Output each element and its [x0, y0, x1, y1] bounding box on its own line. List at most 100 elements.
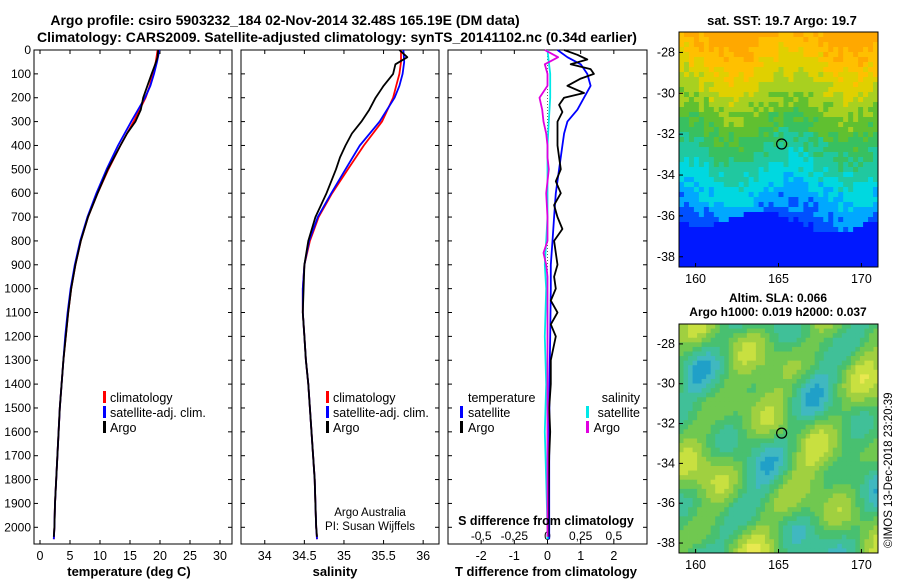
sla-cell: [801, 539, 807, 545]
sla-cell: [787, 516, 793, 522]
sla-cell: [868, 365, 874, 371]
sla-cell: [724, 369, 730, 375]
sst-cell: [813, 137, 819, 143]
sla-cell: [692, 401, 698, 407]
sst-cell: [768, 127, 774, 133]
sla-cell: [728, 516, 734, 522]
sla-cell: [692, 484, 698, 490]
sst-cell: [853, 202, 859, 208]
sla-cell: [828, 342, 834, 348]
sst-cell: [683, 142, 690, 148]
sst-cell: [833, 177, 839, 183]
sst-cell: [738, 262, 745, 268]
sla-cell: [787, 447, 793, 453]
sst-cell: [743, 122, 750, 128]
sla-cell: [724, 401, 730, 407]
sla-cell: [796, 443, 802, 449]
sla-cell: [868, 452, 874, 458]
sst-cell: [803, 127, 809, 133]
sla-cell: [810, 383, 816, 389]
sla-cell: [760, 493, 766, 499]
sla-cell: [697, 470, 703, 476]
credit-line2: PI: Susan Wijffels: [325, 521, 415, 533]
sst-cell: [828, 57, 834, 63]
sst-cell: [733, 127, 740, 133]
sla-cell: [715, 447, 721, 453]
legend-swatch-argo: [326, 421, 329, 433]
sla-cell: [733, 498, 739, 504]
sst-cell: [838, 107, 844, 113]
sst-cell: [708, 77, 715, 83]
sst-cell: [773, 232, 779, 238]
sla-cell: [679, 383, 684, 389]
sla-cell: [841, 511, 847, 517]
sst-cell: [828, 232, 834, 238]
sst-cell: [763, 252, 769, 258]
sla-cell: [688, 502, 693, 508]
sla-cell: [828, 337, 834, 343]
sst-cell: [693, 207, 700, 213]
sla-cell: [801, 452, 807, 458]
sla-cell: [805, 383, 811, 389]
sla-cell: [846, 411, 852, 416]
sla-cell: [764, 461, 770, 467]
sla-cell: [819, 516, 825, 522]
sst-cell: [788, 122, 794, 128]
sst-cell: [808, 172, 814, 178]
sla-cell: [701, 438, 707, 444]
sla-cell: [783, 351, 788, 357]
sla-cell: [810, 397, 816, 403]
sst-cell: [738, 247, 745, 253]
sla-cell: [787, 475, 793, 481]
sst-cell: [793, 62, 799, 68]
sla-cell: [701, 498, 707, 504]
sla-cell: [832, 378, 838, 384]
sla-cell: [697, 502, 703, 508]
sla-cell: [832, 484, 838, 490]
sla-cell: [746, 369, 752, 375]
sla-cell: [864, 479, 870, 485]
sla-cell: [841, 365, 847, 371]
sst-cell: [683, 62, 690, 68]
sla-cell: [868, 346, 874, 352]
sst-cell: [728, 207, 735, 213]
sla-cell: [823, 452, 829, 458]
sst-cell: [758, 152, 764, 158]
sla-cell: [805, 397, 811, 403]
sst-cell: [783, 197, 789, 203]
sst-cell: [683, 172, 690, 178]
sst-cell: [838, 127, 844, 133]
sst-cell: [743, 112, 750, 118]
sla-cell: [855, 411, 861, 416]
sla-cell: [719, 433, 725, 439]
sla-cell: [679, 411, 684, 416]
sla-cell: [773, 548, 779, 554]
sla-cell: [683, 374, 689, 380]
sst-cell: [863, 67, 869, 73]
sla-cell: [873, 456, 879, 462]
sla-cell: [859, 484, 865, 490]
sla-cell: [737, 397, 743, 403]
sla-cell: [850, 443, 856, 449]
sst-cell: [838, 192, 844, 198]
sst-cell: [743, 72, 750, 78]
sla-cell: [783, 356, 788, 362]
sla-cell: [783, 333, 788, 339]
sla-cell: [724, 346, 730, 352]
sst-cell: [803, 142, 809, 148]
sla-cell: [719, 337, 725, 343]
sla-cell: [769, 498, 775, 504]
sla-cell: [810, 365, 816, 371]
depth-tick-label: 1300: [4, 353, 31, 367]
sla-cell: [715, 433, 721, 439]
sla-cell: [841, 452, 847, 458]
sla-cell: [855, 534, 861, 540]
sst-cell: [803, 137, 809, 143]
sla-cell: [692, 337, 698, 343]
sla-cell: [760, 433, 766, 439]
sst-cell: [753, 52, 760, 58]
sst-cell: [863, 192, 869, 198]
sla-cell: [855, 507, 861, 513]
sst-cell: [753, 42, 760, 48]
sla-cell: [805, 488, 811, 494]
